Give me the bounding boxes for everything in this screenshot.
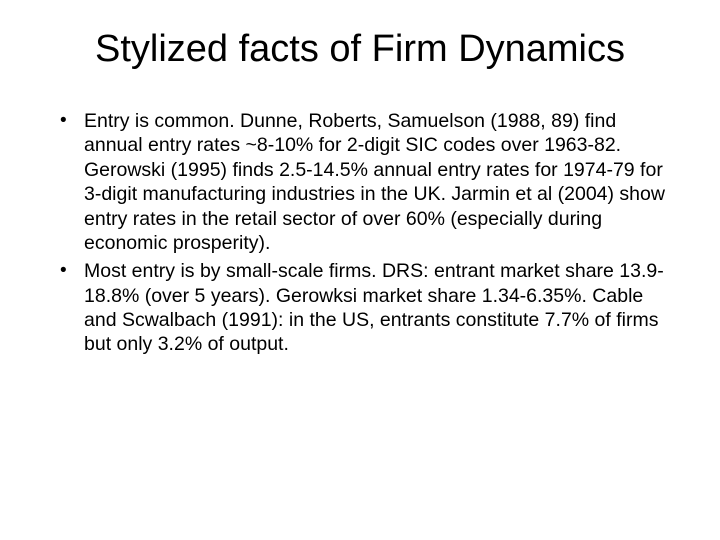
list-item: Most entry is by small-scale firms. DRS:… <box>56 259 672 357</box>
bullet-text: Entry is common. Dunne, Roberts, Samuels… <box>84 110 665 254</box>
slide: Stylized facts of Firm Dynamics Entry is… <box>0 0 720 540</box>
slide-title: Stylized facts of Firm Dynamics <box>48 28 672 71</box>
list-item: Entry is common. Dunne, Roberts, Samuels… <box>56 109 672 255</box>
bullet-list: Entry is common. Dunne, Roberts, Samuels… <box>48 109 672 357</box>
bullet-text: Most entry is by small-scale firms. DRS:… <box>84 260 664 355</box>
